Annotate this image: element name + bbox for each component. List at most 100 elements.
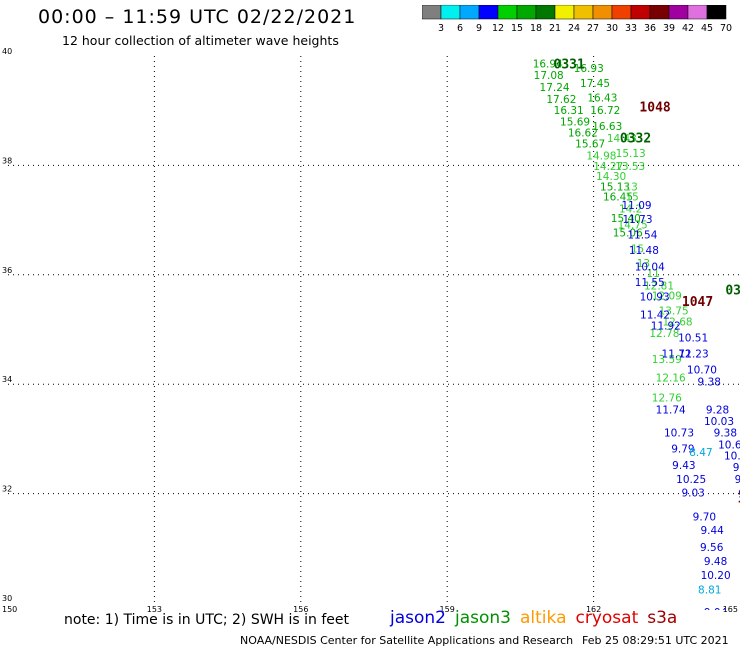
jason3-swh-value: 16.93 (574, 63, 604, 75)
jason2-swh-value: 9.79 (671, 444, 694, 456)
y-tick-label: 30 (2, 594, 12, 603)
chart-title: 00:00 – 11:59 UTC 02/22/2021 (38, 6, 357, 28)
colorbar-label: 9 (476, 23, 482, 34)
jason3-swh-value: 13.53 (615, 161, 645, 173)
jason2-swh-value: 10.34 (724, 450, 740, 462)
colorbar-label: 42 (682, 23, 694, 34)
jason3-swh-value: 12.09 (652, 291, 682, 303)
jason3-swh-value: 12.78 (649, 328, 679, 340)
jason3-swh-value: 15.13 (600, 182, 630, 194)
jason2-swh-value: 9.43 (672, 460, 695, 472)
jason3-swh-value: 16.63 (592, 121, 622, 133)
colorbar-label: 36 (644, 23, 656, 34)
colorbar-label: 12 (492, 23, 504, 34)
jason2-swh-value: 11.42 (640, 310, 670, 322)
altika-swh-value: 7.66 (705, 620, 729, 632)
jason2-swh-value: 11.54 (627, 229, 657, 241)
jason3-swh-value: 16.94 (533, 59, 563, 71)
legend-jason3: jason3 (455, 608, 511, 628)
chart-subtitle: 12 hour collection of altimeter wave hei… (62, 33, 339, 48)
y-tick-label: 32 (2, 485, 12, 494)
jason2-swh-value: 10.20 (701, 570, 731, 582)
colorbar-label: 15 (511, 23, 523, 34)
colorbar-label: 45 (701, 23, 713, 34)
jason2-swh-value: 9.38 (714, 427, 737, 439)
credit-line: NOAA/NESDIS Center for Satellite Applica… (240, 634, 574, 647)
jason2-swh-value: 9.35 (735, 474, 740, 486)
jason2-swh-value: 9.56 (700, 542, 724, 554)
jason2-swh-value: 10.25 (676, 474, 706, 486)
jason3-swh-value: 12.76 (652, 392, 682, 404)
jason2-swh-value: 10.03 (704, 416, 734, 428)
jason3-swh-value: 16.62 (568, 128, 598, 140)
jason2-swh-value: 10.70 (687, 364, 717, 376)
colorbar-label: 3 (438, 23, 444, 34)
jason3-swh-value: 16.72 (590, 105, 620, 117)
jason2-swh-value: 9.56 (738, 489, 740, 501)
jason3-swh-value: 17.08 (534, 70, 564, 82)
jason3-swh-value: 15.06 (613, 228, 643, 240)
legend-jason2: jason2 (390, 608, 446, 628)
jason3-swh-value: 15.69 (560, 117, 590, 129)
colorbar-swatch (706, 5, 727, 20)
jason2-swh-value: 11.74 (656, 404, 686, 416)
colorbar-label: 6 (457, 23, 463, 34)
x-tick-label: 162 (586, 605, 601, 614)
jason3-swh-value: 14.30 (596, 171, 626, 183)
x-tick-label: 156 (293, 605, 308, 614)
jason3-swh-value: 15.40 (611, 213, 641, 225)
colorbar-label: 30 (606, 23, 618, 34)
jason3-swh-value: 17.62 (546, 94, 576, 106)
jason3-swh-value: 15.13 (616, 148, 646, 160)
jason3-swh-value: 13 (637, 258, 650, 270)
jason2-swh-value: 11.09 (622, 200, 652, 212)
jason3-swh-value: 11 (646, 268, 659, 280)
jason3-swh-value: 14.43 (607, 133, 637, 145)
jason3-swh-value: 17.24 (540, 82, 570, 94)
jason2-swh-value: 11.55 (635, 277, 665, 289)
x-tick-label: 150 (2, 605, 17, 614)
jason2-swh-value: 11.72 (662, 349, 692, 361)
jason2-swh-value: 9.70 (693, 512, 716, 524)
jason3-swh-value: 14.2 (619, 204, 642, 216)
jason3-swh-value: 17.45 (580, 78, 610, 90)
colorbar-label: 39 (663, 23, 675, 34)
colorbar-label: 24 (568, 23, 580, 34)
jason2-swh-value: 10.93 (640, 292, 670, 304)
jason3-swh-value: 13.59 (652, 354, 682, 366)
pass-time-label: 1047 (682, 295, 713, 310)
altika-swh-value: 8.81 (698, 584, 721, 596)
y-tick-label: 38 (2, 156, 12, 165)
jason2-swh-value: 10.73 (664, 427, 694, 439)
generated-timestamp: Feb 25 08:29:51 UTC 2021 (582, 634, 729, 647)
jason3-swh-value: 14.75 (618, 219, 648, 231)
jason2-swh-value: 11.23 (679, 349, 709, 361)
legend-s3a: s3a (647, 608, 678, 628)
jason2-swh-value: 10.65 (718, 439, 740, 451)
jason3-swh-value: 13 (624, 182, 637, 194)
jason3-swh-value: 16.31 (554, 105, 584, 117)
legend-altika: altika (520, 608, 567, 628)
jason3-swh-value: 15.67 (575, 139, 605, 151)
colorbar-label: 33 (625, 23, 637, 34)
footnote: note: 1) Time is in UTC; 2) SWH is in fe… (64, 612, 350, 628)
jason2-swh-value: 9.03 (681, 488, 704, 500)
jason2-swh-value: 11.48 (629, 245, 659, 257)
jason2-swh-value: 10.04 (635, 262, 665, 274)
jason3-swh-value: 15 (631, 244, 644, 256)
colorbar-label: 18 (530, 23, 542, 34)
jason2-swh-value: 9.58 (733, 462, 740, 474)
pass-time-label: 0331 (554, 58, 585, 73)
y-tick-label: 36 (2, 266, 12, 275)
colorbar-label: 21 (549, 23, 561, 34)
x-tick-label: 165 (723, 605, 738, 614)
jason2-swh-value: 9.38 (698, 376, 721, 388)
jason3-swh-value: 12.16 (656, 373, 686, 385)
jason3-swh-value: 13.75 (659, 305, 689, 317)
jason3-swh-value: 12.68 (663, 316, 693, 328)
x-tick-label: 153 (147, 605, 162, 614)
